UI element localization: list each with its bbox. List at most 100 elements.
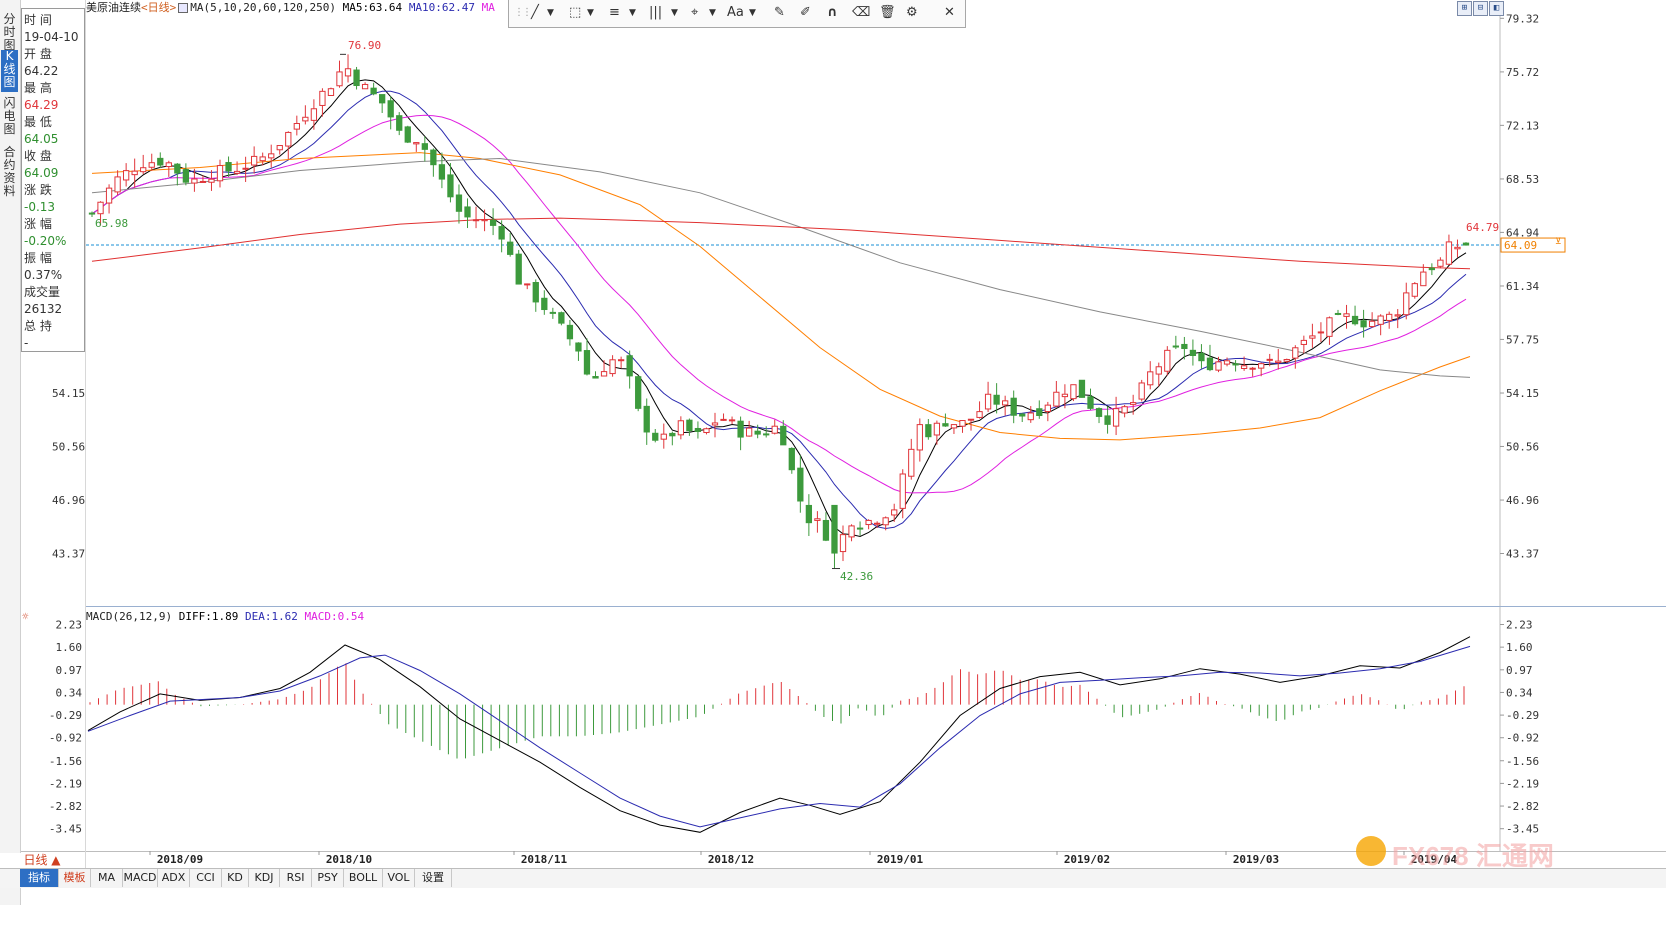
tab-rsi[interactable]: RSI [280,869,312,887]
candle [1189,349,1197,357]
candle [967,418,975,421]
chart-title-bar: 美原油连续<日线> MA(5,10,20,60,120,250) MA5:63.6… [86,0,495,16]
candle [464,206,471,218]
candle [1027,412,1034,421]
candle [319,90,326,106]
candle [669,432,676,437]
candle [609,359,616,375]
tab-contract-info[interactable]: 合约资料 [3,145,16,198]
dropdown-icon[interactable]: ▼ [547,8,554,18]
candle [216,165,224,182]
change-label: 涨 跌 [24,183,52,197]
dropdown-icon[interactable]: ▼ [709,8,716,18]
date-axis-label: 2018/10 [326,853,372,866]
dropdown-icon[interactable]: ▼ [749,8,756,18]
candle [447,174,454,198]
candle [1104,415,1111,425]
candle [617,359,625,362]
tab-ma[interactable]: MA [91,869,123,887]
macd-left-label: 1.60 [56,641,83,654]
dea-line [87,645,1471,828]
candle [797,467,804,502]
quote-info-panel: 时 间 19-04-10 开 盘 64.22 最 高 64.29 最 低 64.… [21,8,85,352]
candle [1275,360,1282,364]
candle [259,156,266,162]
tab-kd[interactable]: KD [222,869,249,887]
line-tool-icon[interactable]: ╱ [531,5,539,20]
pen-tool-icon[interactable]: ✎ [774,5,785,20]
rect-tool-icon[interactable]: ⬚ [569,5,582,20]
candle [737,420,744,438]
channel-tool-icon[interactable]: ||| [649,5,663,20]
toolbar-grip-icon[interactable]: ⋮⋮ [514,7,532,18]
open-value: 64.22 [24,64,59,78]
text-tool-icon[interactable]: Aa [727,5,744,20]
tab-kline[interactable]: K线图 [1,50,18,92]
pencil-tool-icon[interactable]: ✐ [800,5,811,20]
candle [1317,331,1325,334]
candle [1164,349,1171,372]
start-marker-label: 65.98 [95,217,128,230]
candle [524,283,531,286]
dropdown-icon[interactable]: ▼ [629,8,636,18]
panel-icon[interactable]: ⊞ [1457,1,1472,16]
pct-label: 涨 幅 [24,217,52,231]
period-selector[interactable]: 日线 ▲ [0,853,84,868]
macd-axis-label: 2.23 [1506,619,1533,632]
dropdown-icon[interactable]: ▼ [671,8,678,18]
price-axis-label: 75.72 [1506,66,1539,79]
tab-macd[interactable]: MACD [123,869,158,887]
time-value: 19-04-10 [24,30,79,44]
date-axis-label: 2019/02 [1064,853,1110,866]
trash-icon[interactable]: 🗑 [879,5,896,20]
eraser-icon[interactable]: ⌫ [852,5,871,20]
candle [1360,320,1367,328]
candle [763,433,770,436]
macd-axis-label: -0.92 [1506,732,1539,745]
panel-icon[interactable]: ◧ [1489,1,1504,16]
tab-lightning[interactable]: 闪电图 [3,96,16,136]
tab-boll[interactable]: BOLL [344,869,383,887]
candle [1266,358,1273,361]
node-tool-icon[interactable]: ⌖ [691,5,699,20]
candle [1300,339,1307,345]
candle [899,473,906,509]
candle [1095,408,1103,417]
tab-settings[interactable]: 设置 [415,869,452,887]
fib-tool-icon[interactable]: ≡ [609,5,620,20]
close-value: 64.09 [24,166,59,180]
candle [780,425,787,446]
candle [600,371,608,377]
high-marker-label: 76.90 [348,39,381,52]
tab-cci[interactable]: CCI [190,869,222,887]
price-axis-label: 50.56 [1506,440,1539,453]
dropdown-icon[interactable]: ▼ [587,8,594,18]
ma-settings-icon[interactable] [178,3,189,13]
candle [344,68,352,77]
candle [1036,408,1043,417]
candle [703,428,710,434]
tab-psy[interactable]: PSY [312,869,344,887]
tab-timeshare[interactable]: 分时图 [3,12,16,52]
candle [233,170,241,174]
candle [1258,363,1265,369]
tab-indicator[interactable]: 指标 [20,869,59,887]
ma5-value: MA5:63.64 [342,1,403,14]
gear-icon[interactable]: ⚙ [906,5,918,20]
tab-adx[interactable]: ADX [158,869,190,887]
candle [1445,241,1453,265]
candle [1019,413,1026,417]
candle [771,425,778,434]
magnet-icon[interactable]: ∩ [827,5,838,20]
candle [157,157,164,166]
panel-icon[interactable]: ⊟ [1473,1,1488,16]
tab-template[interactable]: 模板 [59,869,91,887]
tab-vol[interactable]: VOL [383,869,415,887]
candle [925,424,932,438]
volume-value: 26132 [24,302,63,316]
tab-kdj[interactable]: KDJ [249,869,280,887]
candle [1121,406,1128,414]
close-icon[interactable]: ✕ [944,5,955,20]
candle [652,432,659,441]
